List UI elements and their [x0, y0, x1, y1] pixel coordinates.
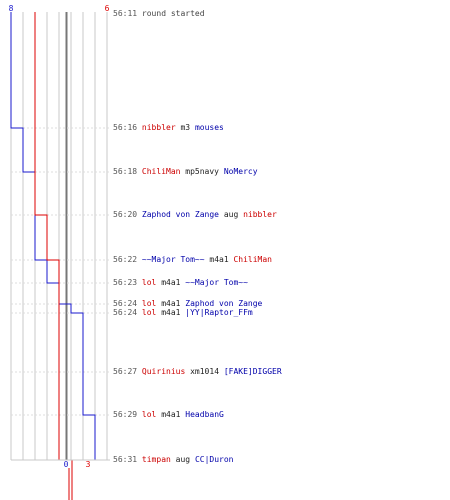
- victim-name: nibbler: [243, 210, 277, 219]
- log-timestamp: 56:24: [113, 299, 138, 308]
- red-team-series-line: [34, 12, 71, 461]
- log-entry: 56:23 lol m4a1 ~~Major Tom~~: [113, 278, 248, 288]
- killer-name: nibbler: [141, 123, 176, 132]
- weapon-name: m4a1: [161, 308, 181, 317]
- killer-name: lol: [141, 278, 157, 287]
- red-end-count-label: 3: [86, 460, 91, 469]
- log-event-text: round started: [141, 9, 205, 18]
- killer-name: lol: [141, 299, 157, 308]
- victim-name: CC|Duron: [194, 455, 234, 464]
- log-entry: 56:16 nibbler m3 mouses: [113, 123, 224, 133]
- log-timestamp: 56:11: [113, 9, 138, 18]
- weapon-name: aug: [175, 455, 191, 464]
- log-timestamp: 56:20: [113, 210, 138, 219]
- blue-start-count-label: 8: [9, 4, 14, 13]
- weapon-name: mp5navy: [185, 167, 219, 176]
- log-timestamp: 56:22: [113, 255, 138, 264]
- victim-name: NoMercy: [223, 167, 258, 176]
- log-entry: 56:22 ~~Major Tom~~ m4a1 ChiliMan: [113, 255, 272, 265]
- log-timestamp: 56:23: [113, 278, 138, 287]
- killer-name: Zaphod von Zange: [141, 210, 219, 219]
- killer-name: lol: [141, 410, 157, 419]
- victim-name: ~~Major Tom~~: [185, 278, 248, 287]
- killer-name: lol: [141, 308, 157, 317]
- log-entry: 56:27 Quirinius xm1014 [FAKE]DIGGER: [113, 367, 282, 377]
- log-entry: 56:29 lol m4a1 HeadbanG: [113, 410, 224, 420]
- victim-name: Zaphod von Zange: [185, 299, 263, 308]
- log-timestamp: 56:16: [113, 123, 138, 132]
- log-entry: 56:24 lol m4a1 Zaphod von Zange: [113, 299, 262, 309]
- log-entry: 56:20 Zaphod von Zange aug nibbler: [113, 210, 277, 220]
- weapon-name: m4a1: [209, 255, 229, 264]
- log-timestamp: 56:31: [113, 455, 138, 464]
- weapon-name: m4a1: [161, 410, 181, 419]
- killer-name: ~~Major Tom~~: [141, 255, 205, 264]
- blue-end-count-label: 0: [64, 460, 69, 469]
- log-entry: 56:31 timpan aug CC|Duron: [113, 455, 233, 465]
- log-timestamp: 56:29: [113, 410, 138, 419]
- log-entry: 56:11 round started: [113, 9, 205, 19]
- log-timestamp: 56:27: [113, 367, 138, 376]
- weapon-name: m4a1: [161, 278, 181, 287]
- victim-name: |YY|Raptor_FFm: [185, 308, 253, 317]
- weapon-name: xm1014: [190, 367, 220, 376]
- victim-name: ChiliMan: [233, 255, 272, 264]
- victim-name: [FAKE]DIGGER: [223, 367, 282, 376]
- log-entry: 56:24 lol m4a1 |YY|Raptor_FFm: [113, 308, 253, 318]
- weapon-name: m3: [180, 123, 191, 132]
- killer-name: Quirinius: [141, 367, 186, 376]
- victim-name: HeadbanG: [185, 410, 224, 419]
- weapon-name: m4a1: [161, 299, 181, 308]
- log-entry: 56:18 ChiliMan mp5navy NoMercy: [113, 167, 258, 177]
- killer-name: timpan: [141, 455, 171, 464]
- red-start-count-label: 6: [105, 4, 110, 13]
- weapon-name: aug: [223, 210, 239, 219]
- victim-name: mouses: [194, 123, 224, 132]
- log-timestamp: 56:18: [113, 167, 138, 176]
- killer-name: ChiliMan: [141, 167, 181, 176]
- log-timestamp: 56:24: [113, 308, 138, 317]
